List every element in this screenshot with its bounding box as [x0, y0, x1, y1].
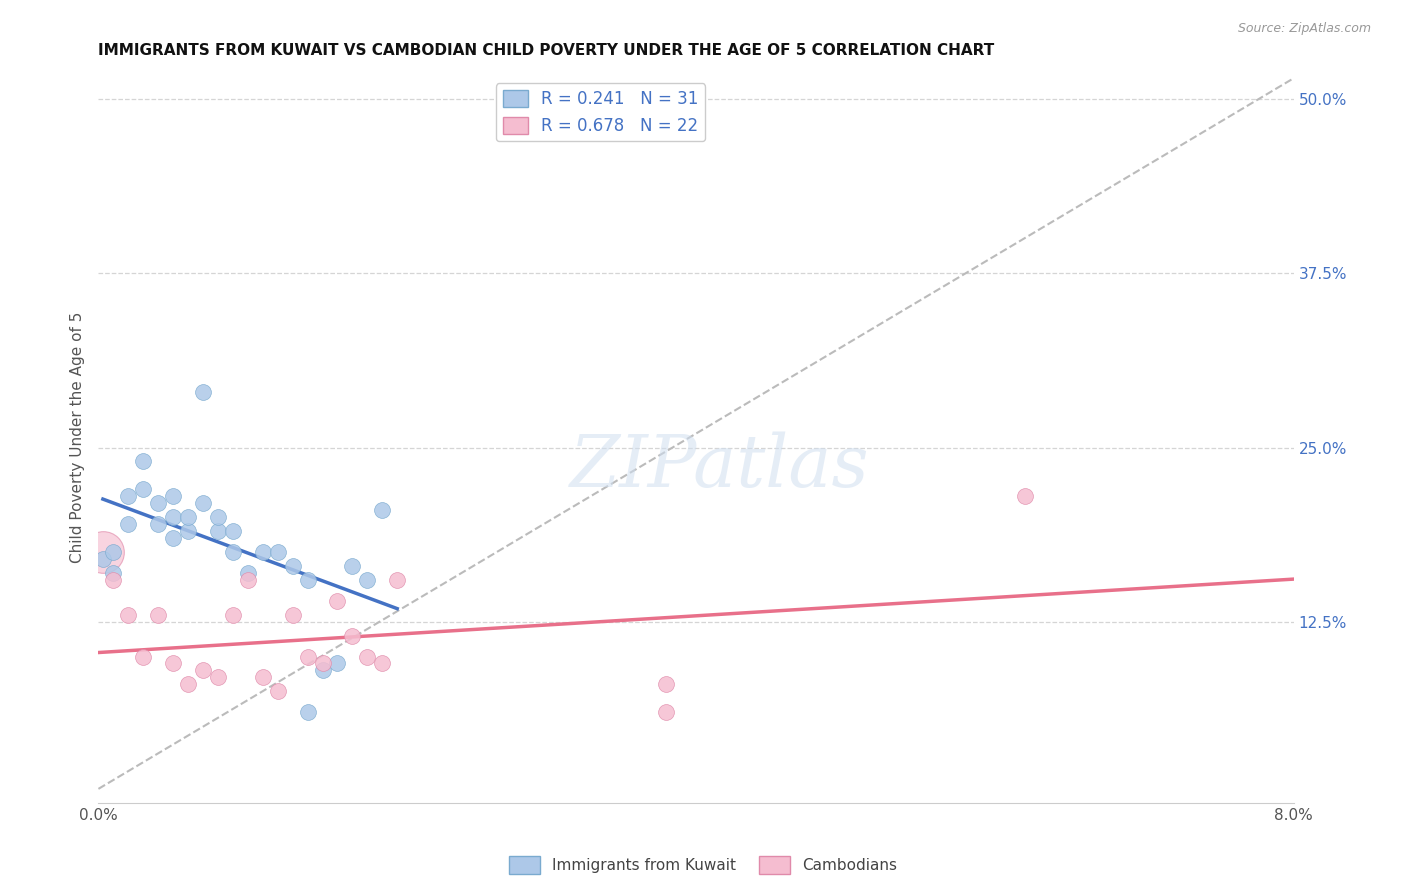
Legend: R = 0.241   N = 31, R = 0.678   N = 22: R = 0.241 N = 31, R = 0.678 N = 22	[496, 83, 704, 141]
Point	[252, 545, 274, 559]
Legend: Immigrants from Kuwait, Cambodians: Immigrants from Kuwait, Cambodians	[503, 850, 903, 880]
Point	[281, 607, 304, 622]
Point	[267, 684, 290, 698]
Point	[356, 649, 378, 664]
Point	[222, 524, 245, 538]
Point	[103, 573, 125, 587]
Point	[236, 566, 259, 580]
Point	[311, 664, 333, 678]
Point	[222, 545, 245, 559]
Point	[148, 517, 170, 532]
Point	[191, 384, 214, 399]
Point	[236, 573, 259, 587]
Point	[191, 664, 214, 678]
Point	[281, 558, 304, 573]
Point	[177, 510, 200, 524]
Point	[162, 510, 184, 524]
Text: ZIPatlas: ZIPatlas	[569, 431, 870, 501]
Point	[132, 454, 155, 468]
Point	[342, 629, 364, 643]
Point	[311, 657, 333, 671]
Point	[103, 566, 125, 580]
Point	[162, 489, 184, 503]
Point	[342, 558, 364, 573]
Point	[132, 649, 155, 664]
Point	[655, 705, 678, 719]
Point	[371, 503, 394, 517]
Y-axis label: Child Poverty Under the Age of 5: Child Poverty Under the Age of 5	[69, 311, 84, 563]
Point	[117, 607, 139, 622]
Point	[326, 594, 349, 608]
Point	[177, 677, 200, 691]
Point	[103, 545, 125, 559]
Point	[177, 524, 200, 538]
Point	[385, 573, 409, 587]
Text: IMMIGRANTS FROM KUWAIT VS CAMBODIAN CHILD POVERTY UNDER THE AGE OF 5 CORRELATION: IMMIGRANTS FROM KUWAIT VS CAMBODIAN CHIL…	[98, 43, 994, 58]
Point	[91, 545, 114, 559]
Point	[297, 573, 319, 587]
Point	[356, 573, 378, 587]
Point	[162, 531, 184, 545]
Point	[148, 496, 170, 510]
Point	[148, 607, 170, 622]
Text: Source: ZipAtlas.com: Source: ZipAtlas.com	[1237, 22, 1371, 36]
Point	[267, 545, 290, 559]
Point	[117, 489, 139, 503]
Point	[371, 657, 394, 671]
Point	[297, 705, 319, 719]
Point	[1014, 489, 1036, 503]
Point	[91, 552, 114, 566]
Point	[132, 483, 155, 497]
Point	[207, 524, 229, 538]
Point	[191, 496, 214, 510]
Point	[297, 649, 319, 664]
Point	[162, 657, 184, 671]
Point	[655, 677, 678, 691]
Point	[222, 607, 245, 622]
Point	[117, 517, 139, 532]
Point	[207, 510, 229, 524]
Point	[207, 670, 229, 684]
Point	[252, 670, 274, 684]
Point	[326, 657, 349, 671]
